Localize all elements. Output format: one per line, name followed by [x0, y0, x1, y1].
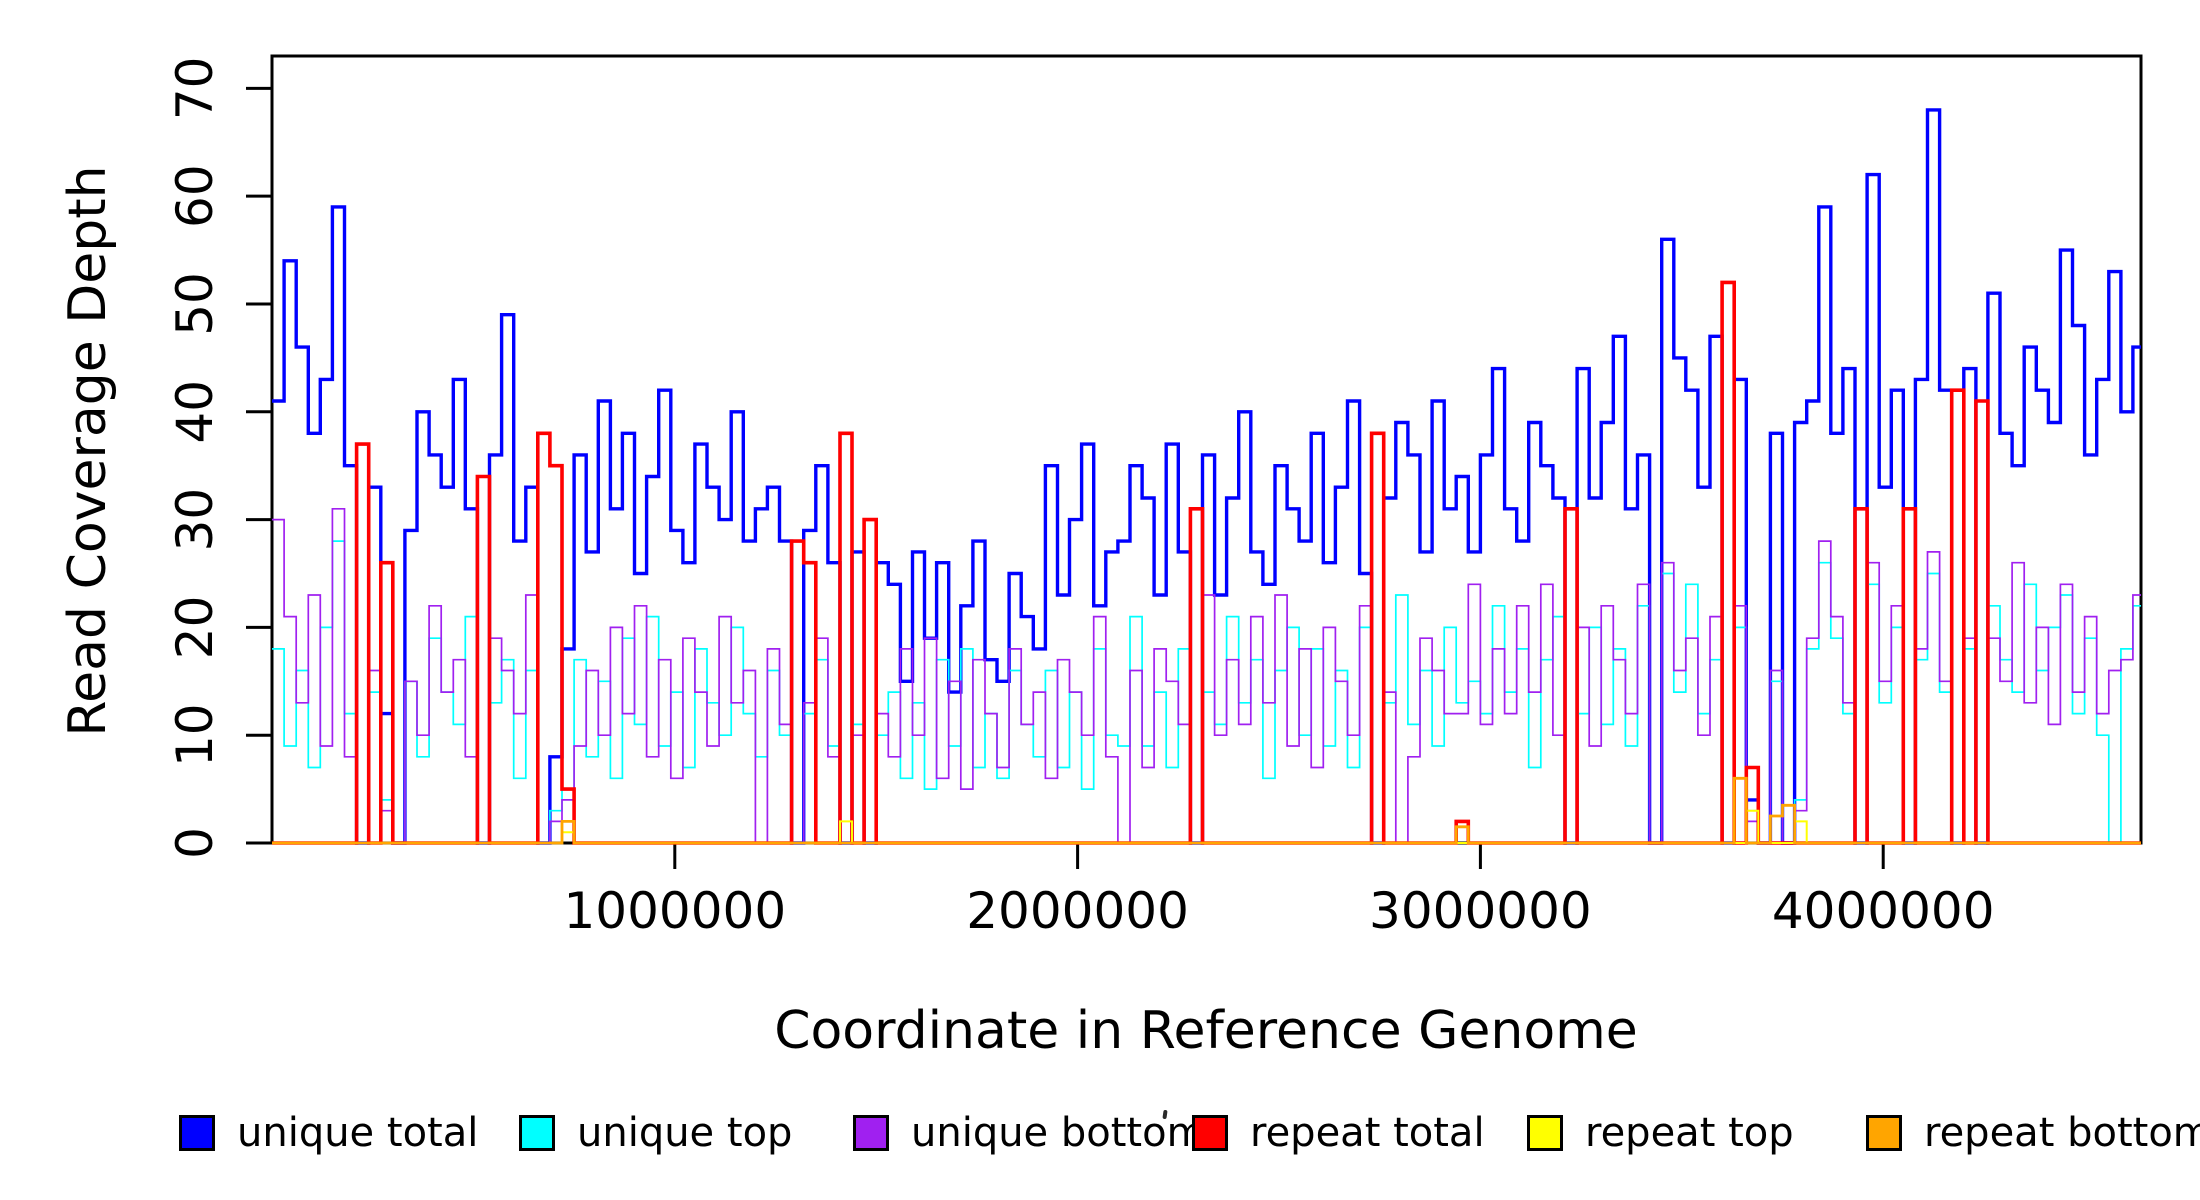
series-path-unique-bottom: [272, 507, 2141, 844]
y-tick-label: 60: [166, 164, 224, 228]
legend-item-unique-top: unique top: [519, 1110, 793, 1156]
series-path-repeat-total: [272, 280, 2141, 845]
y-axis-title: Read Coverage Depth: [58, 165, 118, 737]
legend-label-repeat-top: repeat top: [1585, 1110, 1794, 1156]
series-path-repeat-bottom: [272, 776, 2141, 845]
legend-swatch-repeat-total: [1192, 1115, 1228, 1151]
y-tick-label: 0: [166, 827, 224, 859]
legend-item-repeat-bottom: repeat bottom: [1866, 1110, 2200, 1156]
x-tick-label: 1000000: [563, 882, 786, 940]
legend-swatch-unique-top: [519, 1115, 555, 1151]
series-path-repeat-top: [272, 809, 2141, 844]
legend-swatch-repeat-bottom: [1866, 1115, 1902, 1151]
y-tick-label: 10: [166, 703, 224, 767]
x-axis-title: Coordinate in Reference Genome: [774, 1001, 1638, 1061]
x-tick-label: 3000000: [1369, 882, 1592, 940]
y-tick-label: 40: [166, 380, 224, 444]
legend-swatch-unique-total: [179, 1115, 215, 1151]
series-path-unique-total: [272, 108, 2141, 845]
legend-item-repeat-top: repeat top: [1527, 1110, 1794, 1156]
legend-swatch-unique-bottom: [853, 1115, 889, 1151]
y-tick-label: 50: [166, 272, 224, 336]
y-tick-label: 70: [166, 57, 224, 121]
legend-label-unique-top: unique top: [577, 1110, 793, 1156]
series-path-unique-top: [272, 540, 2141, 844]
legend-swatch-repeat-top: [1527, 1115, 1563, 1151]
legend-item-unique-bottom: unique bottom: [853, 1110, 1206, 1156]
legend-label-repeat-bottom: repeat bottom: [1924, 1110, 2200, 1156]
legend-item-unique-total: unique total: [179, 1110, 479, 1156]
y-tick-label: 20: [166, 596, 224, 660]
y-tick-label: 30: [166, 488, 224, 552]
legend-label-repeat-total: repeat total: [1250, 1110, 1485, 1156]
legend-label-unique-bottom: unique bottom: [911, 1110, 1206, 1156]
legend-item-repeat-total: repeat total: [1192, 1110, 1485, 1156]
legend-label-unique-total: unique total: [237, 1110, 479, 1156]
x-tick-label: 2000000: [966, 882, 1189, 940]
x-tick-label: 4000000: [1772, 882, 1995, 940]
plot-box: [270, 54, 2143, 845]
